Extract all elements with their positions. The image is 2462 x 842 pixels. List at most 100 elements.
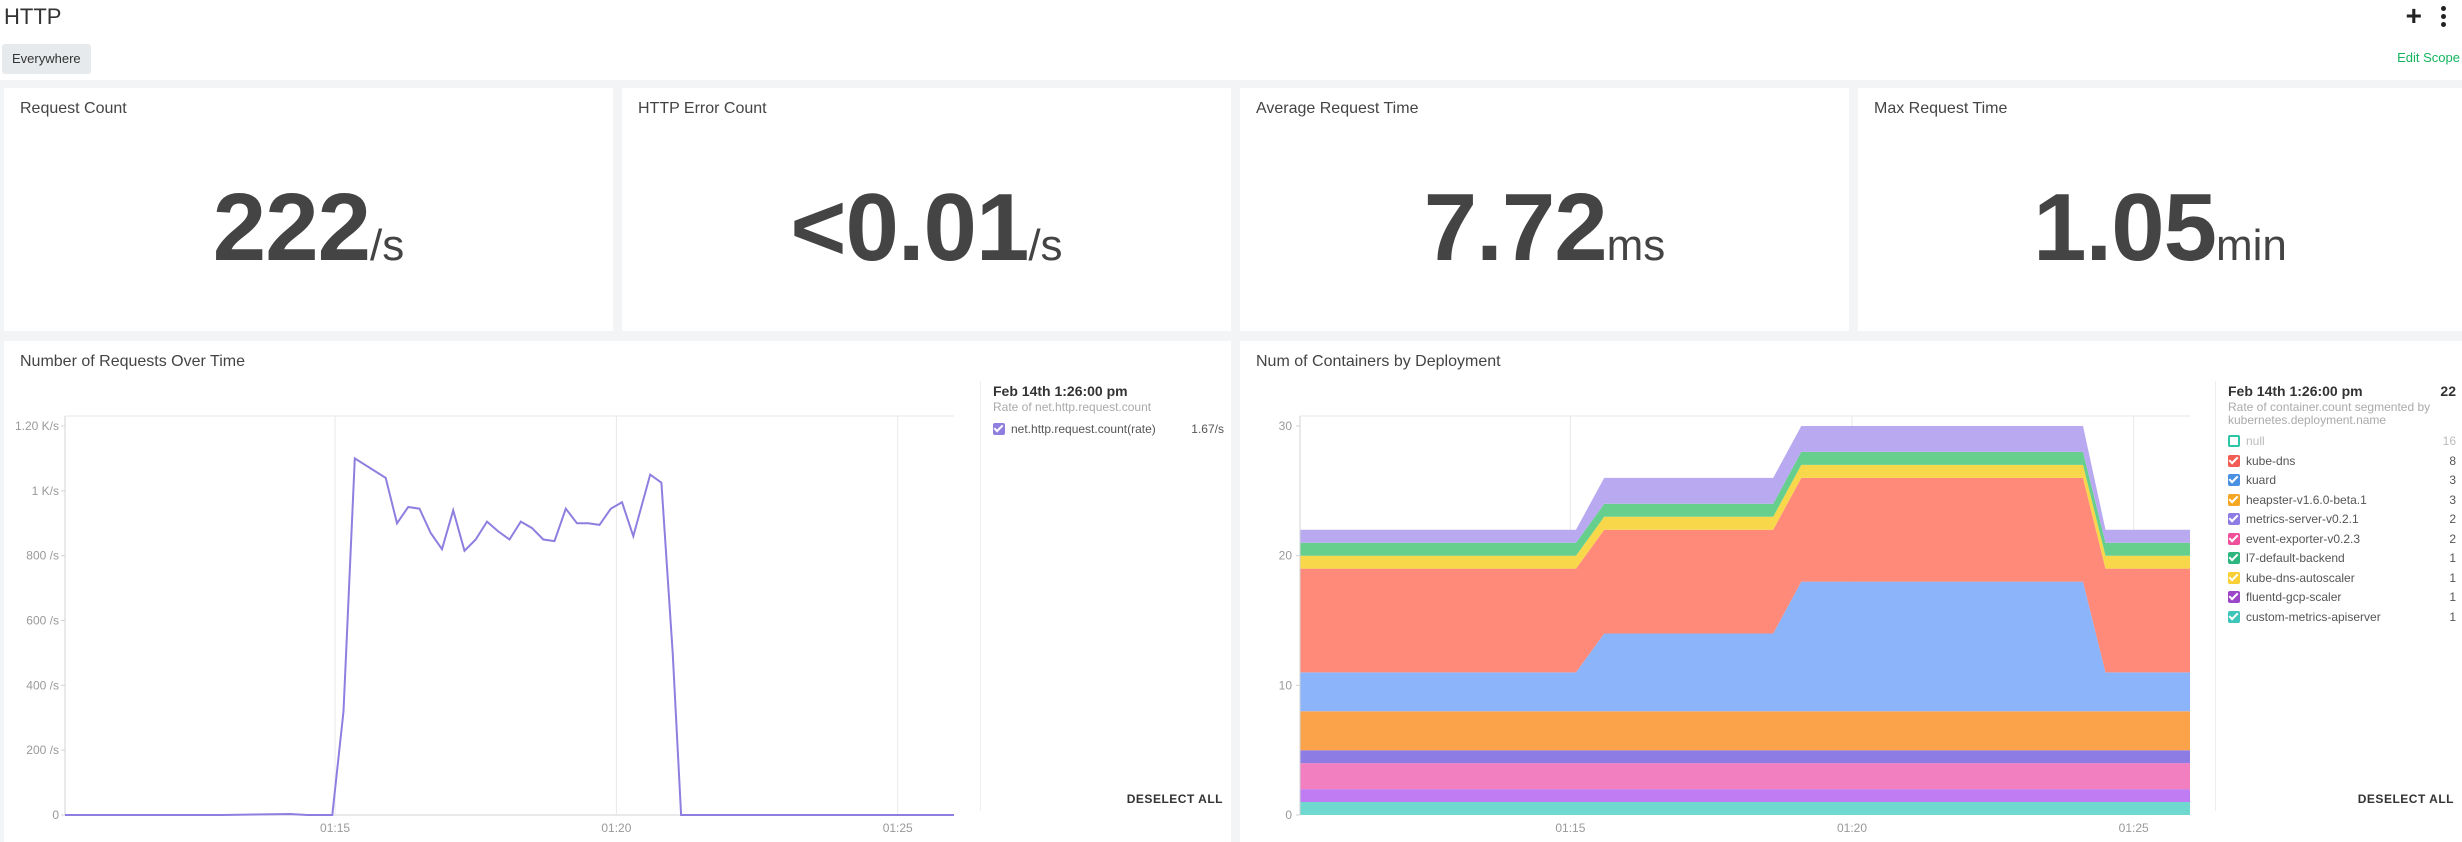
panel-title: Request Count <box>20 100 127 117</box>
area-series <box>1300 763 2190 790</box>
legend-label: heapster-v1.6.0-beta.1 <box>2246 492 2367 507</box>
legend-value: 8 <box>2449 453 2456 468</box>
legend-item[interactable]: custom-metrics-apiserver <box>2228 609 2381 625</box>
panel-title: Num of Containers by Deployment <box>1256 353 1501 370</box>
legend-item[interactable]: kuard <box>2228 472 2276 488</box>
area-series <box>1300 750 2190 764</box>
more-options-icon[interactable] <box>2436 4 2450 30</box>
edit-scope-link[interactable]: Edit Scope <box>2397 50 2460 65</box>
panel-title: Number of Requests Over Time <box>20 353 245 370</box>
y-tick-label: 10 <box>1279 678 1293 692</box>
stat-number: 7.72 <box>1423 174 1608 281</box>
legend-item[interactable]: kube-dns-autoscaler <box>2228 570 2355 586</box>
checkbox-icon[interactable] <box>2228 591 2240 603</box>
y-tick-label: 1 K/s <box>32 484 59 498</box>
y-tick-label: 0 <box>1285 808 1292 822</box>
y-tick-label: 800 /s <box>26 549 59 563</box>
legend-label: custom-metrics-apiserver <box>2246 609 2381 624</box>
stat-value: <0.01/s <box>622 173 1231 283</box>
checkbox-icon[interactable] <box>2228 454 2240 467</box>
panel-title: Max Request Time <box>1874 100 2008 117</box>
legend-item[interactable]: fluentd-gcp-scaler <box>2228 589 2341 605</box>
series-line <box>65 456 954 816</box>
legend-value: 1 <box>2449 551 2456 565</box>
requests-line-chart[interactable]: 0 200 /s 400 /s 600 /s 800 /s 1 K/s 1.20 K/s 01… <box>4 371 964 841</box>
stat-number: 222 <box>212 174 371 281</box>
x-tick-label: 01:15 <box>1555 821 1585 835</box>
legend-label: kube-dns-autoscaler <box>2246 570 2355 585</box>
y-tick-label: 1.20 K/s <box>15 419 59 433</box>
y-tick-label: 20 <box>1279 549 1293 563</box>
checkbox-icon[interactable] <box>2228 435 2240 447</box>
x-tick-label: 01:15 <box>320 821 350 835</box>
legend-value: 16 <box>2442 434 2456 448</box>
stat-number: 1.05 <box>2033 174 2217 281</box>
y-tick-label: 200 /s <box>26 743 59 757</box>
y-tick-label: 0 <box>52 808 59 822</box>
area-series <box>1300 711 2190 751</box>
legend-label: net.http.request.count(rate) <box>1011 422 1156 436</box>
area-series <box>1300 464 2190 569</box>
deselect-all-button[interactable]: DESELECT ALL <box>2357 792 2454 806</box>
checkbox-icon[interactable] <box>2228 532 2240 545</box>
stat-unit: min <box>2215 221 2287 270</box>
legend-item[interactable]: event-exporter-v0.2.3 <box>2228 531 2360 547</box>
x-tick-label: 01:25 <box>883 821 913 835</box>
legend-value: 1.67/s <box>1191 422 1224 436</box>
checkbox-icon[interactable] <box>2228 513 2240 525</box>
legend-timestamp: Feb 14th 1:26:00 pm <box>2228 383 2363 399</box>
legend-item[interactable]: heapster-v1.6.0-beta.1 <box>2228 492 2367 508</box>
y-tick-label: 30 <box>1279 419 1293 433</box>
checkbox-icon[interactable] <box>2228 610 2240 623</box>
legend-value: 2 <box>2449 531 2456 546</box>
legend-value: 2 <box>2449 512 2456 526</box>
legend-item[interactable]: kube-dns <box>2228 453 2295 469</box>
legend-item[interactable]: metrics-server-v0.2.1 <box>2228 511 2359 527</box>
containers-by-deployment-panel: Num of Containers by Deployment 01:15 01:… <box>1240 341 2462 842</box>
legend-label: metrics-server-v0.2.1 <box>2246 512 2359 526</box>
top-bar: HTTP + Everywhere Edit Scope <box>0 0 2462 80</box>
area-series <box>1300 581 2190 712</box>
y-tick-label: 600 /s <box>26 614 59 628</box>
legend-item[interactable]: net.http.request.count(rate) <box>993 421 1156 437</box>
checkbox-icon[interactable] <box>2228 493 2240 506</box>
panel-title: HTTP Error Count <box>638 100 767 117</box>
stat-unit: ms <box>1606 221 1666 270</box>
legend-item[interactable]: null <box>2228 433 2265 449</box>
area-series <box>1300 426 2190 543</box>
legend-total: 22 <box>2440 383 2456 399</box>
legend-value: 1 <box>2449 609 2456 624</box>
legend-description-line: Rate of container.count segmented by <box>2228 400 2431 414</box>
legend-value: 1 <box>2449 570 2456 585</box>
checkbox-icon[interactable] <box>2228 552 2240 564</box>
x-tick-label: 01:20 <box>601 821 631 835</box>
legend-value: 1 <box>2449 590 2456 604</box>
page-title: HTTP <box>4 4 62 29</box>
stat-unit: /s <box>1028 221 1063 270</box>
legend-label: event-exporter-v0.2.3 <box>2246 531 2361 546</box>
add-icon[interactable]: + <box>2405 0 2422 31</box>
x-tick-label: 01:25 <box>2119 821 2149 835</box>
deselect-all-button[interactable]: DESELECT ALL <box>1126 792 1223 806</box>
panel-title: Average Request Time <box>1256 100 1419 117</box>
legend-item[interactable]: l7-default-backend <box>2228 550 2345 566</box>
checkbox-icon[interactable] <box>2228 474 2240 486</box>
stat-panel-http-error-count: HTTP Error Count <0.01/s <box>622 88 1231 331</box>
stat-value: 1.05min <box>1858 173 2462 283</box>
containers-area-chart[interactable]: 01:15 01:20 01:25 0 10 20 30 <box>1240 371 2200 841</box>
checkbox-icon[interactable] <box>993 423 1005 435</box>
area-series <box>1300 802 2190 815</box>
legend-description-line: kubernetes.deployment.name <box>2228 413 2387 427</box>
legend-label: kuard <box>2246 473 2277 487</box>
area-series <box>1300 789 2190 802</box>
legend-label: fluentd-gcp-scaler <box>2246 590 2342 604</box>
scope-chip[interactable]: Everywhere <box>2 44 91 74</box>
legend-label: kube-dns <box>2246 453 2296 468</box>
legend-label: null <box>2246 434 2265 448</box>
checkbox-icon[interactable] <box>2228 571 2240 584</box>
requests-legend: Feb 14th 1:26:00 pm Rate of net.http.req… <box>980 381 1230 811</box>
stat-value: 222/s <box>4 173 613 283</box>
containers-legend: Feb 14th 1:26:00 pm 22 Rate of container… <box>2215 381 2462 811</box>
area-series <box>1300 477 2190 673</box>
stat-panel-average-request-time: Average Request Time 7.72ms <box>1240 88 1849 331</box>
